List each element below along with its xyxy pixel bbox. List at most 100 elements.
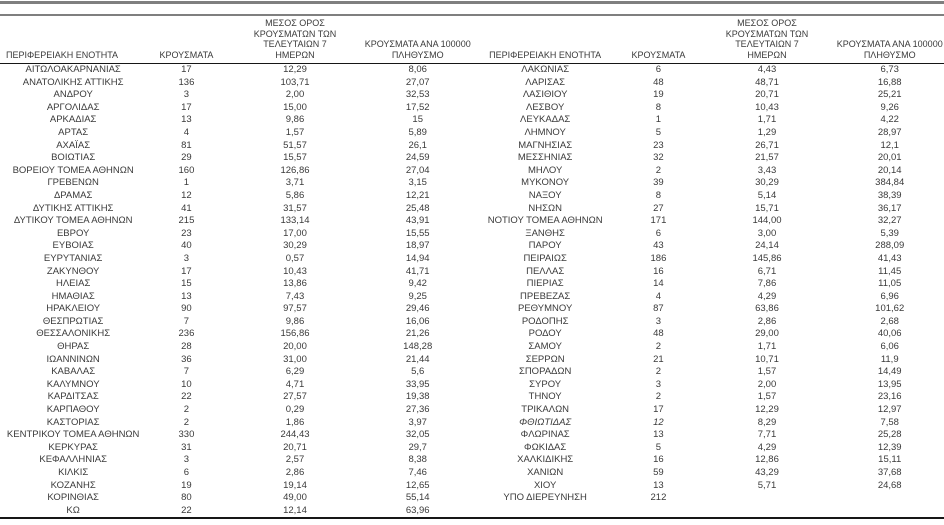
avg7-cell: 97,57 — [283, 303, 307, 315]
avg7-cell: 63,86 — [755, 303, 779, 315]
avg7-cell: 48,71 — [755, 76, 779, 88]
avg7-cell: 4,29 — [757, 290, 777, 302]
cases-cell: 21 — [653, 353, 664, 365]
cases-cell: 212 — [650, 492, 667, 504]
table-row: ΚΑΡΔΙΤΣΑΣ 22 27,57 19,38 — [0, 391, 472, 404]
region-cell: ΜΗΛΟΥ — [527, 164, 563, 176]
cases-cell: 13 — [181, 114, 192, 126]
region-cell: ΕΒΡΟΥ — [56, 227, 90, 239]
cases-cell: 22 — [181, 504, 192, 516]
tables-container: ΠΕΡΙΦΕΡΕΙΑΚΗ ΕΝΟΤΗΤΑ ΚΡΟΥΣΜΑΤΑ ΜΕΣΟΣ ΟΡΟ… — [0, 16, 944, 520]
table-row: ΗΡΑΚΛΕΙΟΥ 90 97,57 29,46 — [0, 303, 472, 316]
table-row: ΙΩΑΝΝΙΝΩΝ 36 31,00 21,44 — [0, 354, 472, 367]
avg7-cell: 1,86 — [285, 416, 305, 428]
avg7-cell: 17,00 — [283, 227, 307, 239]
per100k-cell: 28,97 — [877, 126, 902, 138]
avg7-cell: 30,29 — [283, 240, 307, 252]
region-cell: ΧΙΟΥ — [533, 479, 557, 491]
cases-cell: 6 — [183, 467, 190, 478]
region-cell: ΞΑΝΘΗΣ — [525, 227, 565, 239]
region-cell: ΤΗΝΟΥ — [528, 391, 562, 403]
region-cell: ΚΑΡΔΙΤΣΑΣ — [47, 391, 99, 403]
cases-cell: 330 — [178, 429, 195, 441]
table-row: ΗΜΑΘΙΑΣ 13 7,43 9,25 — [0, 291, 472, 304]
region-cell: ΚΑΡΠΑΘΟΥ — [46, 404, 100, 416]
avg7-cell: 8,29 — [757, 416, 777, 428]
avg7-cell: 5,14 — [757, 189, 777, 201]
cases-cell: 160 — [178, 164, 195, 176]
table-row: ΓΡΕΒΕΝΩΝ 1 3,71 3,15 — [0, 177, 472, 190]
cases-cell: 41 — [181, 202, 192, 214]
per100k-cell: 13,95 — [877, 378, 902, 390]
region-cell: ΑΡΤΑΣ — [58, 126, 89, 138]
per100k-cell: 8,38 — [408, 454, 427, 466]
table-row: ΕΥΒΟΙΑΣ 40 30,29 18,97 — [0, 240, 472, 253]
table-row: ΛΑΡΙΣΑΣ 48 48,71 16,88 — [472, 77, 944, 90]
avg7-cell: 6,71 — [757, 265, 777, 277]
table-header-left: ΠΕΡΙΦΕΡΕΙΑΚΗ ΕΝΟΤΗΤΑ ΚΡΟΥΣΜΑΤΑ ΜΕΣΟΣ ΟΡΟ… — [0, 16, 472, 64]
cases-cell: 43 — [653, 240, 664, 252]
per100k-cell: 6,73 — [880, 64, 899, 75]
avg7-cell: 24,14 — [755, 240, 779, 252]
region-cell: ΛΑΡΙΣΑΣ — [525, 76, 566, 88]
cases-cell: 3 — [655, 378, 662, 390]
per100k-cell: 2,68 — [880, 315, 899, 327]
avg7-cell: 10,71 — [755, 353, 779, 365]
cases-cell: 19 — [653, 89, 664, 101]
cases-cell: 59 — [653, 467, 664, 478]
region-cell: ΦΩΚΙΔΑΣ — [524, 441, 567, 453]
cases-cell: 27 — [653, 202, 664, 214]
per100k-cell: 5,89 — [408, 126, 427, 138]
per100k-cell: 5,39 — [880, 227, 899, 239]
per100k-column-header: ΚΡΟΥΣΜΑΤΑ ΑΝΑ 100000 ΠΛΗΘΥΣΜΟ — [364, 39, 471, 60]
avg7-cell: 20,00 — [283, 341, 307, 353]
per100k-cell: 15 — [412, 114, 423, 126]
per100k-cell: 29,46 — [405, 303, 430, 315]
table-row: ΧΑΛΚΙΔΙΚΗΣ 16 12,86 15,11 — [472, 454, 944, 467]
table-row: ΡΟΔΟΥ 48 29,00 40,06 — [472, 328, 944, 341]
table-row: ΛΕΣΒΟΥ 8 10,43 9,26 — [472, 102, 944, 115]
cases-cell: 32 — [653, 152, 664, 164]
region-cell: ΠΡΕΒΕΖΑΣ — [520, 290, 571, 302]
region-cell: ΚΟΡΙΝΘΙΑΣ — [47, 492, 99, 504]
avg7-cell: 20,71 — [283, 441, 307, 453]
table-row: ΜΥΚΟΝΟΥ 39 30,29 384,84 — [472, 177, 944, 190]
cases-cell: 236 — [178, 328, 195, 340]
cases-cell: 48 — [653, 76, 664, 88]
table-row: ΚΕΦΑΛΛΗΝΙΑΣ 3 2,57 8,38 — [0, 454, 472, 467]
per100k-cell: 25,21 — [877, 89, 902, 101]
avg7-cell: 4,43 — [757, 64, 777, 75]
region-cell: ΑΡΚΑΔΙΑΣ — [49, 114, 97, 126]
cases-cell: 4 — [183, 126, 190, 138]
cases-cell: 1 — [655, 114, 662, 126]
cases-cell: 48 — [653, 328, 664, 340]
region-cell: ΥΠΟ ΔΙΕΡΕΥΝΗΣΗ — [503, 492, 587, 504]
cases-cell: 2 — [655, 366, 662, 378]
avg7-cell: 51,57 — [283, 139, 307, 151]
table-row: ΕΥΡΥΤΑΝΙΑΣ 3 0,57 14,94 — [0, 253, 472, 266]
region-cell: ΚΑΣΤΟΡΙΑΣ — [46, 416, 100, 428]
cases-cell: 17 — [181, 101, 192, 113]
cases-cell: 39 — [653, 177, 664, 189]
per100k-cell: 33,95 — [405, 378, 430, 390]
per100k-cell: 12,97 — [877, 404, 902, 416]
avg7-cell: 13,86 — [283, 278, 307, 290]
region-cell: ΑΝΔΡΟΥ — [53, 89, 93, 101]
cases-cell: 81 — [181, 139, 192, 151]
cases-cell: 23 — [653, 139, 664, 151]
table-row: ΠΑΡΟΥ 43 24,14 288,09 — [472, 240, 944, 253]
per100k-cell: 12,39 — [877, 441, 902, 453]
table-row: ΞΑΝΘΗΣ 6 3,00 5,39 — [472, 228, 944, 241]
table-row: ΚΕΝΤΡΙΚΟΥ ΤΟΜΕΑ ΑΘΗΝΩΝ 330 244,43 32,05 — [0, 429, 472, 442]
region-cell: ΓΡΕΒΕΝΩΝ — [47, 177, 99, 189]
per100k-cell — [835, 492, 944, 505]
cases-cell: 5 — [655, 126, 662, 138]
region-cell: ΛΑΚΩΝΙΑΣ — [521, 64, 570, 75]
avg7-cell: 9,86 — [285, 315, 305, 327]
region-cell: ΚΕΡΚΥΡΑΣ — [48, 441, 98, 453]
per100k-cell: 3,15 — [408, 177, 427, 189]
avg7-cell: 43,29 — [755, 467, 779, 478]
cases-cell: 8 — [655, 189, 662, 201]
avg7-cell: 49,00 — [283, 492, 307, 504]
